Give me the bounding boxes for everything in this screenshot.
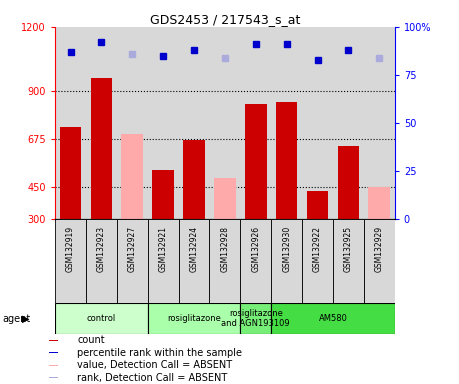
Bar (148, 219, 179, 303)
Text: GSM132926: GSM132926 (251, 226, 260, 272)
Text: ▶: ▶ (22, 314, 29, 324)
Bar (276, 101, 297, 219)
Bar (271, 303, 395, 334)
Text: GSM132919: GSM132919 (66, 226, 75, 272)
Text: rosiglitazone
and AGN193109: rosiglitazone and AGN193109 (222, 309, 290, 328)
Bar (245, 104, 267, 219)
Text: GSM132924: GSM132924 (190, 226, 199, 272)
Bar (148, 303, 241, 334)
Bar (86, 219, 117, 303)
Bar (122, 134, 143, 219)
Bar (241, 219, 271, 303)
Bar (364, 219, 395, 303)
Text: value, Detection Call = ABSENT: value, Detection Call = ABSENT (77, 360, 232, 370)
Bar (214, 178, 236, 219)
Bar (55, 303, 148, 334)
Text: AM580: AM580 (319, 314, 347, 323)
Text: count: count (77, 335, 105, 345)
Bar (60, 127, 81, 219)
Bar (338, 146, 359, 219)
Text: rank, Detection Call = ABSENT: rank, Detection Call = ABSENT (77, 373, 227, 383)
Bar (179, 219, 209, 303)
Bar (271, 219, 302, 303)
Text: GSM132927: GSM132927 (128, 226, 137, 272)
Text: GSM132922: GSM132922 (313, 226, 322, 271)
Bar (152, 170, 174, 219)
Bar (117, 219, 148, 303)
Text: rosiglitazone: rosiglitazone (167, 314, 221, 323)
Text: control: control (87, 314, 116, 323)
Bar (49, 340, 58, 341)
Title: GDS2453 / 217543_s_at: GDS2453 / 217543_s_at (150, 13, 300, 26)
Text: GSM132925: GSM132925 (344, 226, 353, 272)
Text: percentile rank within the sample: percentile rank within the sample (77, 348, 242, 358)
Bar (183, 140, 205, 219)
Text: GSM132921: GSM132921 (159, 226, 168, 271)
Bar (55, 219, 86, 303)
Bar (49, 365, 58, 366)
Text: GSM132923: GSM132923 (97, 226, 106, 272)
Text: GSM132928: GSM132928 (220, 226, 230, 271)
Bar (369, 187, 390, 219)
Bar (49, 377, 58, 378)
Text: GSM132929: GSM132929 (375, 226, 384, 272)
Bar (302, 219, 333, 303)
Bar (90, 78, 112, 219)
Text: GSM132930: GSM132930 (282, 226, 291, 272)
Bar (333, 219, 364, 303)
Bar (307, 191, 328, 219)
Bar (209, 219, 241, 303)
Text: agent: agent (2, 314, 31, 324)
Bar (241, 303, 271, 334)
